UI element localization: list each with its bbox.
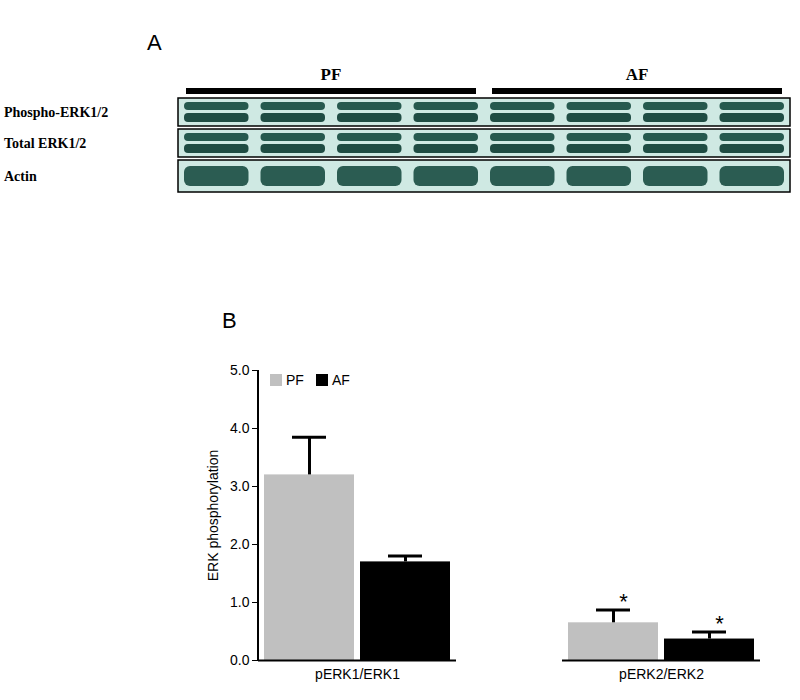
svg-text:Total ERK1/2: Total ERK1/2 (4, 136, 86, 151)
svg-text:Actin: Actin (4, 169, 37, 184)
svg-text:2.0: 2.0 (230, 536, 250, 552)
html-text:AF: AF (331, 372, 350, 388)
svg-text:pERK1/ERK1: pERK1/ERK1 (315, 666, 400, 682)
svg-text:1.0: 1.0 (230, 594, 250, 610)
svg-text:0.0: 0.0 (230, 652, 250, 668)
html-text:B: B (222, 308, 237, 333)
html-text:PF: PF (286, 372, 304, 388)
svg-text:AF: AF (626, 65, 649, 84)
svg-text:Phospho-ERK1/2: Phospho-ERK1/2 (4, 105, 108, 120)
svg-text:5.0: 5.0 (230, 362, 250, 378)
svg-text:ERK phosphorylation: ERK phosphorylation (205, 450, 221, 582)
svg-text:4.0: 4.0 (230, 420, 250, 436)
svg-text:3.0: 3.0 (230, 478, 250, 494)
svg-text:*: * (715, 611, 724, 636)
svg-text:PF: PF (321, 65, 342, 84)
svg-text:*: * (619, 589, 628, 614)
svg-text:pERK2/ERK2: pERK2/ERK2 (619, 666, 704, 682)
svg-text:A: A (147, 30, 162, 55)
